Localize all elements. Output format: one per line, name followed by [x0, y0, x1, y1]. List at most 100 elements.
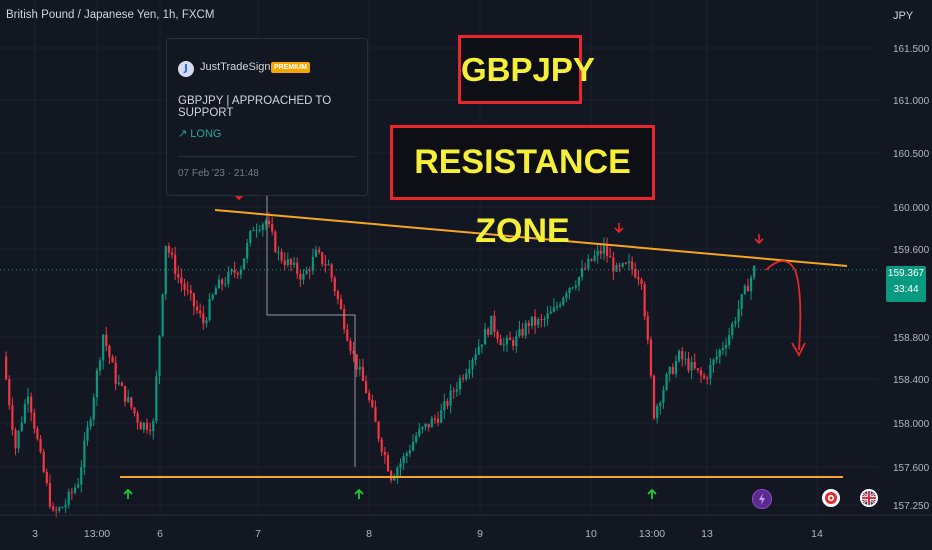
candle-body [446, 401, 449, 406]
candle-body [23, 403, 27, 423]
candle-body [462, 377, 465, 380]
idea-connector-line [266, 194, 356, 467]
candle-body [20, 422, 23, 431]
candle-body [249, 230, 252, 243]
projection-arrowhead [791, 342, 806, 357]
candle-body [746, 285, 750, 292]
candle-body [552, 307, 555, 312]
candle-body [202, 313, 205, 324]
last-price-badge: 159.367 33:44 [886, 266, 926, 302]
candle-body [421, 427, 424, 430]
candle-body [95, 370, 98, 398]
candle-body [712, 359, 715, 366]
candle-body [383, 451, 386, 456]
candle-body [318, 249, 321, 253]
candle-body [296, 262, 299, 274]
y-tick-label: 158.400 [893, 375, 930, 386]
up-arrow-marker [123, 488, 133, 499]
candle-body [274, 231, 277, 252]
candle-body [687, 358, 690, 371]
candle-body [480, 344, 483, 347]
x-tick-label: 14 [811, 528, 823, 540]
candle-body [609, 256, 612, 258]
candle-body [195, 306, 199, 311]
candle-body [706, 378, 709, 380]
author-name[interactable]: JustTradeSignals [200, 61, 285, 73]
candle-body [668, 367, 671, 375]
candle-body [399, 463, 402, 469]
lightning-event-icon[interactable] [752, 489, 772, 509]
candle-body [336, 291, 340, 300]
candle-body [499, 339, 502, 346]
candlestick-series [5, 212, 756, 518]
candle-body [587, 259, 590, 269]
candle-body [186, 289, 189, 291]
down-arrow-marker [754, 234, 764, 245]
candle-body [333, 277, 336, 292]
uk-flag-event-icon[interactable] [860, 489, 878, 507]
candle-body [386, 455, 390, 472]
currency-label: JPY [893, 10, 914, 22]
projection-arrow [765, 260, 802, 351]
candle-body [671, 367, 674, 374]
author-avatar: J [178, 61, 194, 77]
candle-body [436, 418, 440, 423]
candle-body [89, 419, 92, 427]
candle-body [26, 396, 30, 404]
candle-body [465, 373, 468, 380]
up-arrow-marker [647, 488, 657, 499]
candle-body [139, 422, 142, 430]
candle-body [239, 269, 242, 275]
candle-body [264, 220, 268, 225]
candle-body [30, 396, 33, 413]
candle-body [267, 220, 271, 224]
candle-body [227, 271, 230, 284]
candle-body [659, 402, 662, 407]
candle-body [221, 279, 224, 285]
candle-body [261, 224, 264, 230]
pair-title-box: GBPJPY [458, 35, 595, 104]
candle-body [48, 482, 52, 507]
idea-card[interactable]: J JustTradeSignals PREMIUM GBPJPY | APPR… [166, 38, 368, 196]
candle-body [627, 261, 631, 264]
candle-body [371, 400, 374, 408]
premium-badge: PREMIUM [271, 62, 311, 73]
candle-body [605, 245, 609, 257]
candle-body [192, 293, 196, 307]
candle-body [346, 329, 349, 341]
candle-body [749, 277, 753, 292]
candle-body [537, 319, 540, 326]
candle-body [277, 251, 280, 253]
candle-body [330, 264, 333, 278]
y-tick-label: 161.000 [893, 96, 930, 107]
candle-body [443, 401, 446, 411]
candle-body [205, 320, 208, 324]
candle-body [55, 509, 58, 511]
candle-body [393, 476, 396, 481]
card-divider [178, 156, 356, 157]
candle-body [352, 350, 355, 355]
candle-body [699, 370, 703, 376]
candle-body [11, 405, 14, 431]
candle-body [677, 350, 681, 362]
candle-body [142, 422, 145, 430]
x-tick-label: 13:00 [84, 528, 110, 540]
candle-body [242, 258, 246, 270]
target-event-icon[interactable] [822, 489, 840, 507]
candle-body [36, 428, 39, 440]
candle-body [5, 356, 8, 380]
candle-body [496, 331, 499, 340]
candle-body [643, 284, 646, 317]
candle-body [458, 377, 462, 390]
candle-body [753, 265, 756, 278]
x-tick-label: 3 [32, 528, 38, 540]
candle-body [455, 389, 458, 392]
candle-body [415, 435, 418, 442]
candle-body [161, 294, 164, 336]
candle-body [380, 439, 383, 452]
candle-body [590, 259, 593, 261]
x-tick-label: 8 [366, 528, 372, 540]
y-tick-label: 160.500 [893, 149, 930, 160]
idea-title[interactable]: GBPJPY | APPROACHED TO SUPPORT [178, 95, 332, 119]
